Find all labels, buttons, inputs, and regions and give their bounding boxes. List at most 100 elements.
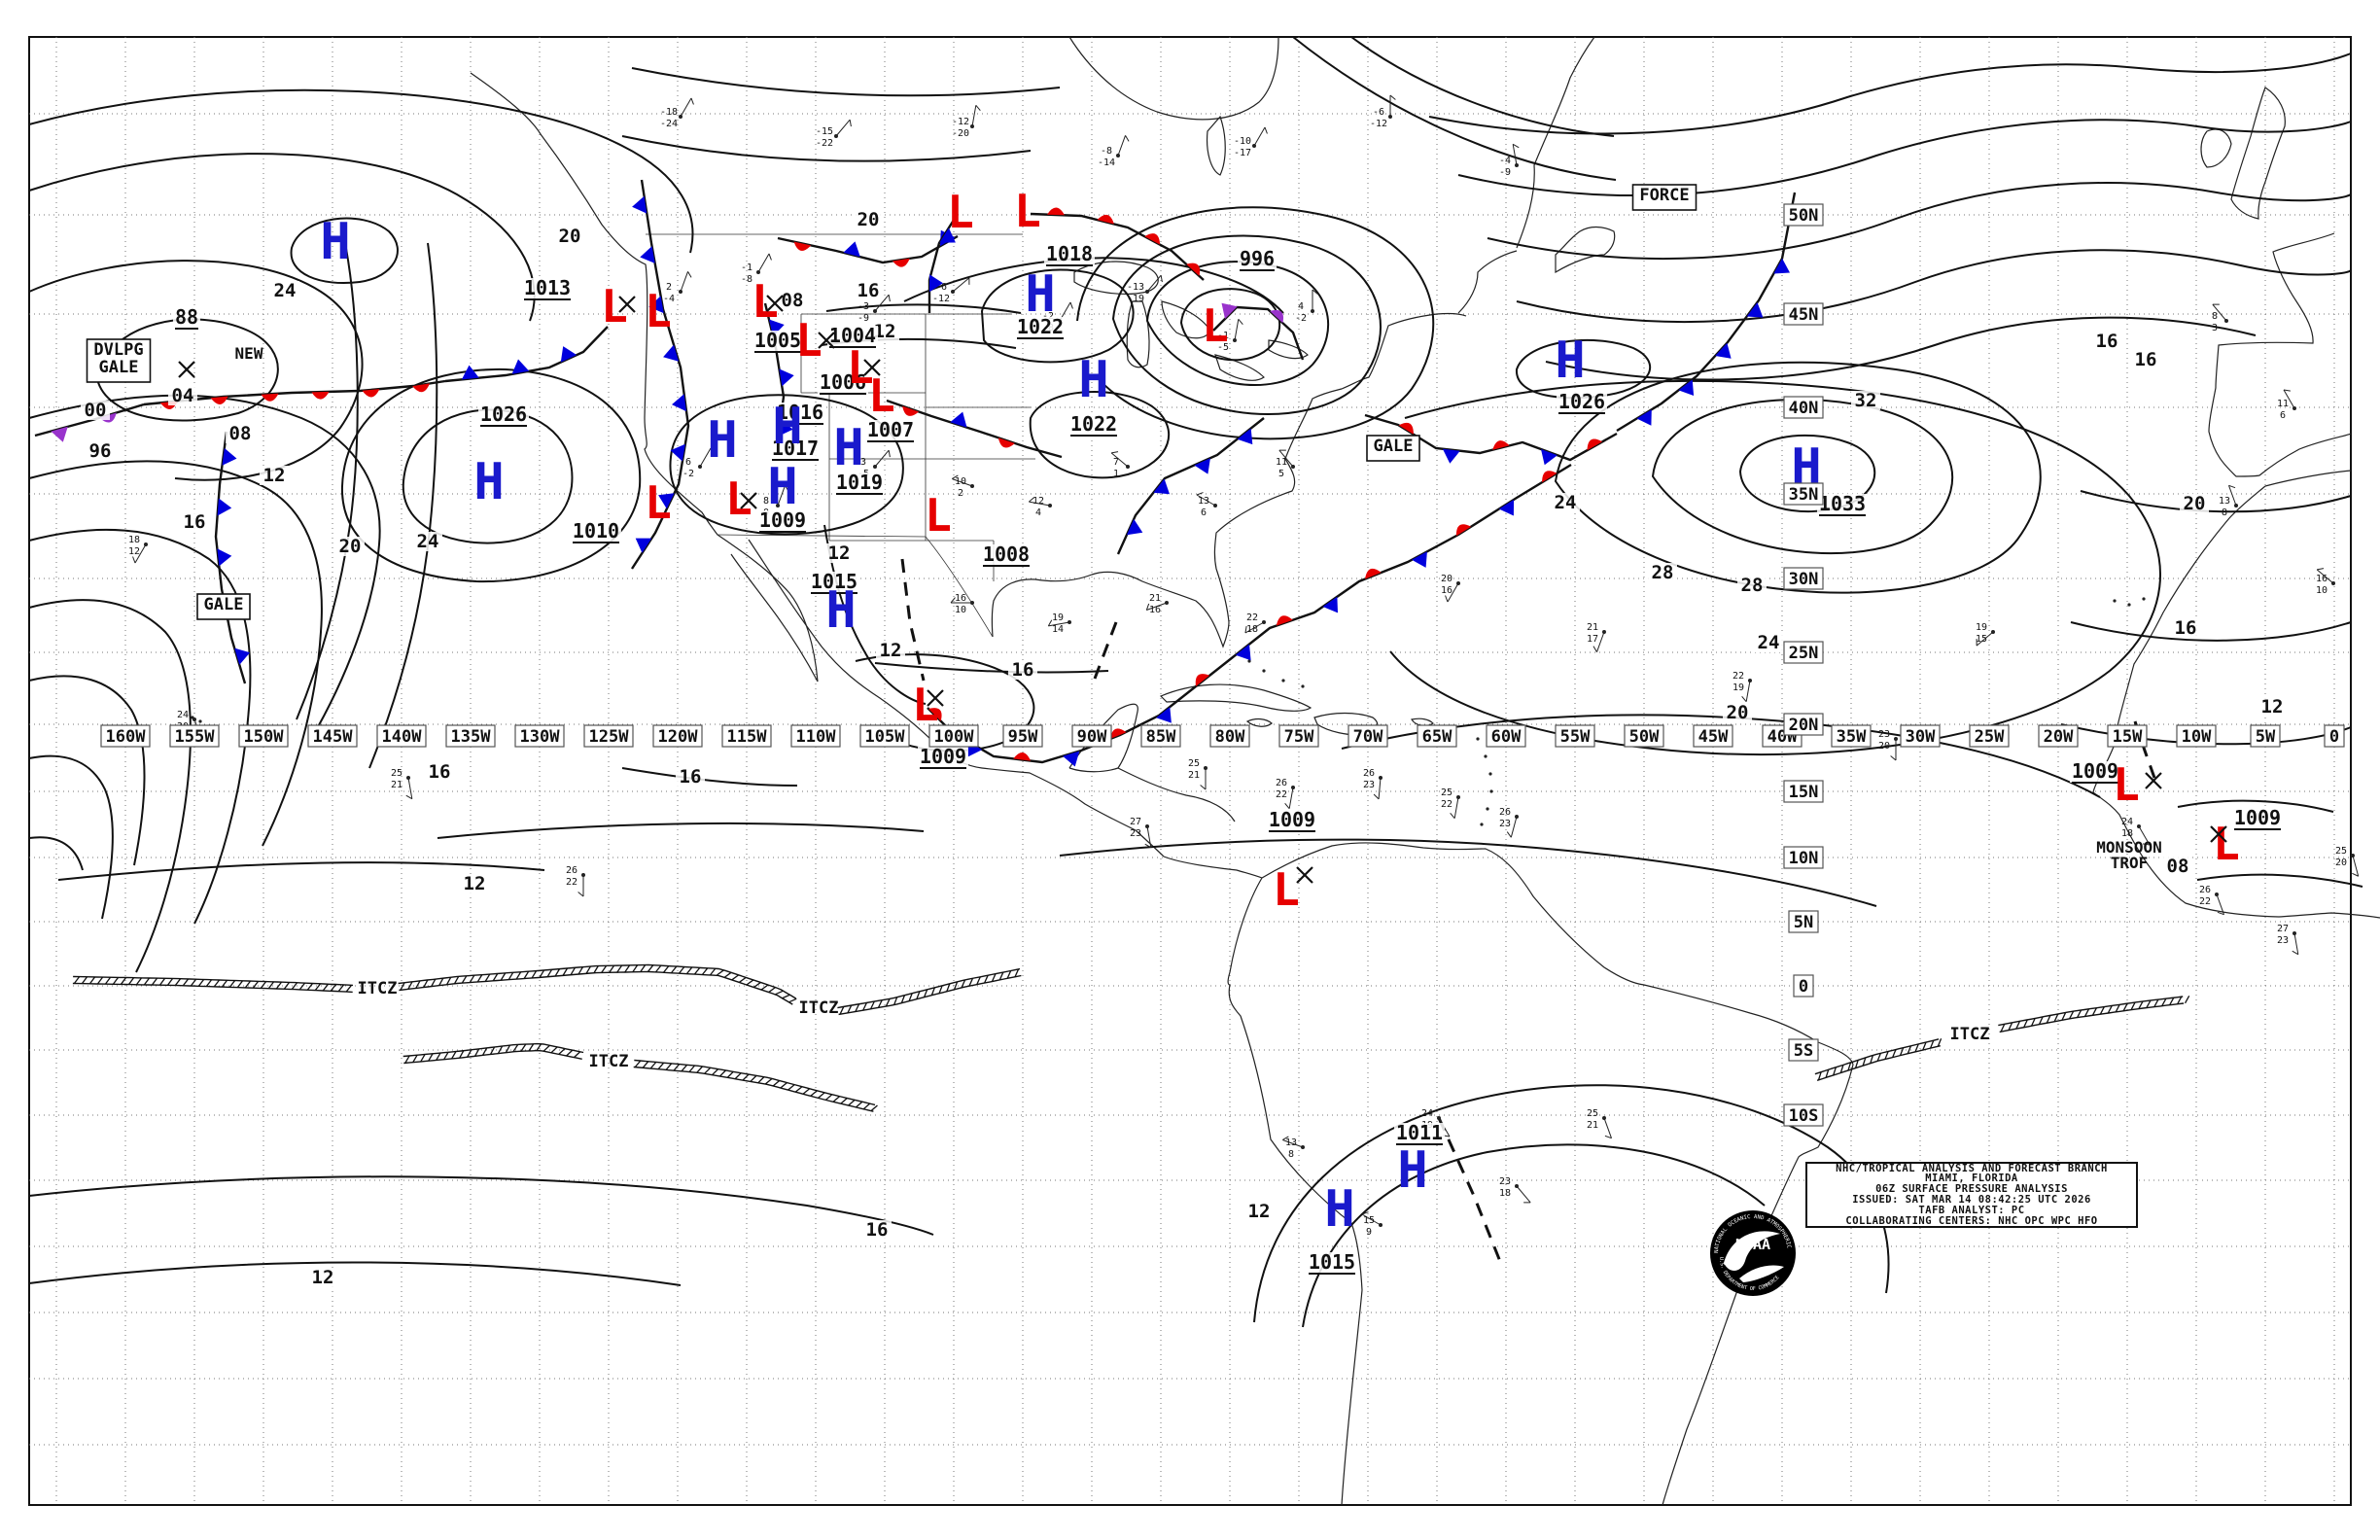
station-dewpoint: 19: [1732, 682, 1744, 693]
latitude-label: 10S: [1783, 1103, 1824, 1127]
itcz-hatch-tick: [158, 977, 166, 986]
wind-barb-tick: [1592, 646, 1597, 652]
station-dewpoint: 15: [1976, 634, 1987, 645]
itcz-hatch-tick: [750, 1074, 757, 1082]
isobar-label: 16: [676, 766, 705, 788]
itcz-hatch-tick: [775, 990, 784, 996]
latitude-label-text: 20N: [1789, 716, 1819, 735]
cold-front-triangle: [1237, 428, 1253, 445]
wind-barb-tick: [2228, 484, 2236, 489]
station-plot: -12-20: [952, 105, 981, 139]
isobar: [1487, 182, 2352, 260]
latitude-label: 15N: [1783, 780, 1824, 803]
itcz-hatch-tick: [704, 1067, 712, 1074]
coastline: [1117, 767, 1236, 822]
pressure-value: 1009: [1267, 808, 1317, 832]
isobar-label-text: 24: [1758, 632, 1780, 653]
pressure-value-text: 1015: [1309, 1250, 1355, 1274]
wind-barb-tick: [1312, 289, 1318, 295]
itcz-hatch-tick: [832, 1096, 840, 1102]
trough-line: [1437, 1117, 1503, 1265]
wind-barb-tick: [950, 597, 956, 604]
station-temp: 21: [1587, 622, 1598, 633]
label-mask: [2070, 761, 2120, 783]
station-plot: 4-2: [1295, 289, 1318, 324]
isobar-label: 16: [2171, 617, 2200, 639]
wind-barb-tick: [888, 295, 891, 302]
itcz-label: ITCZ: [358, 979, 398, 998]
warning-box-text: GALE: [204, 595, 244, 614]
latitude-label-text: 5N: [1794, 913, 1813, 932]
label-mask: [168, 386, 197, 405]
low-center: L: [1014, 185, 1041, 237]
pressure-value-text: 1008: [983, 542, 1030, 566]
label-mask: [775, 402, 825, 424]
station-temp: 2: [666, 282, 672, 293]
wind-barb: [952, 277, 970, 293]
itcz-hatch-tick: [685, 966, 693, 975]
itcz-hatch-tick: [1899, 1047, 1905, 1056]
itcz-hatch-tick: [566, 1049, 574, 1057]
stationary-front-line: [1364, 413, 1618, 462]
station-temp: -13: [1127, 282, 1144, 293]
itcz-hatch-tick: [1892, 1049, 1897, 1058]
coastline: [1073, 261, 1159, 295]
label-mask: [2092, 332, 2121, 351]
station-temp: 24: [2121, 817, 2133, 827]
low-position-x: [1296, 866, 1313, 884]
wind-barb: [1278, 449, 1294, 468]
pressure-value-text: 1018: [1046, 242, 1093, 265]
isobar: [621, 135, 1032, 162]
x-stroke: [618, 296, 636, 313]
latitude-label-text: 30N: [1789, 570, 1819, 589]
longitude-label-box: [1693, 724, 1733, 748]
pressure-value: 996: [1238, 247, 1277, 271]
label-mask: [1015, 317, 1066, 338]
isobar-label: 20: [555, 226, 584, 247]
low-position-x: [766, 295, 784, 312]
itcz-hatch-tick: [407, 981, 413, 990]
itcz-hatch-tick: [670, 965, 678, 974]
warm-front-semicircle: [261, 393, 279, 402]
itcz-hatch-tick: [1854, 1060, 1859, 1068]
station-dewpoint: -2: [1295, 313, 1307, 324]
pressure-value-text: 1011: [1396, 1121, 1443, 1144]
low-center: L: [1273, 863, 1300, 916]
longitude-label: 55W: [1555, 724, 1595, 748]
label-mask: [2163, 857, 2192, 876]
longitude-label: 80W: [1209, 724, 1250, 748]
longitude-label: 95W: [1002, 724, 1043, 748]
low-position-x: [818, 332, 835, 349]
itcz-hatch-tick: [151, 977, 158, 986]
station-temp: 10: [955, 476, 966, 487]
label-mask: [862, 1220, 892, 1240]
coastline: [991, 312, 1467, 648]
itcz-hatch-tick: [1847, 1062, 1852, 1071]
station-temp: 23: [1878, 729, 1890, 740]
low-position-x: [863, 359, 881, 376]
itcz-hatch-tick: [1922, 1041, 1927, 1051]
warning-box-rect: [1366, 435, 1420, 462]
isobar-label-text: 12: [1248, 1201, 1271, 1222]
itcz-hatch-tick: [236, 980, 244, 989]
annotation-new: NEW: [235, 344, 263, 363]
label-mask: [809, 572, 859, 593]
pressure-value: 1022: [1015, 315, 1066, 339]
longitude-label-text: 0: [2329, 727, 2339, 747]
latitude-label: 20N: [1783, 713, 1824, 736]
wind-barb: [2228, 485, 2237, 507]
isobar-label: 20: [854, 209, 883, 230]
wind-barb-tick: [405, 794, 413, 800]
label-mask: [818, 372, 868, 394]
station-temp: 22: [1732, 671, 1744, 682]
itcz-hatch-tick: [88, 976, 96, 985]
itcz-hatch-tick: [415, 980, 421, 989]
itcz-hatch-tick: [665, 1063, 673, 1070]
warm-front-semicircle: [1013, 752, 1032, 761]
coastline: [1161, 300, 1211, 339]
longitude-label-box: [1417, 724, 1457, 748]
station-dewpoint: -17: [1234, 148, 1251, 158]
itcz-hatch-tick: [459, 1050, 465, 1059]
wind-barb: [1196, 494, 1216, 507]
